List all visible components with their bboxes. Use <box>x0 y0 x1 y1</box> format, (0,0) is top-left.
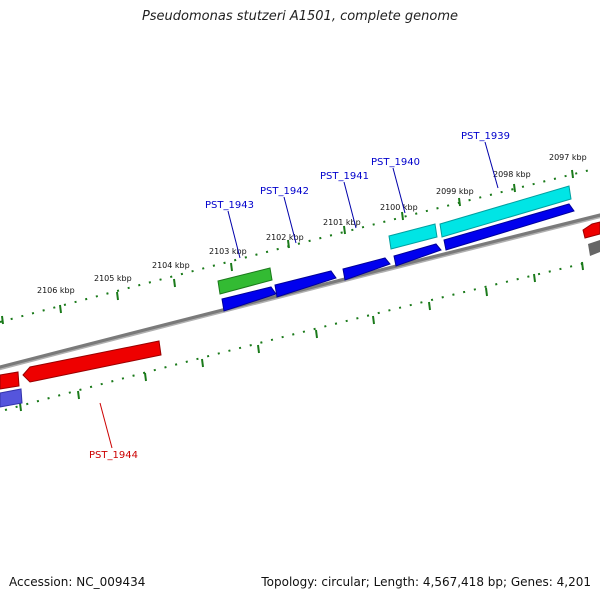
tick-label-2101: 2101 kbp <box>323 218 361 227</box>
gene-arrow-pst-1941[interactable] <box>342 257 391 281</box>
cyan-feature-small[interactable] <box>388 223 438 250</box>
tick-label-2104: 2104 kbp <box>152 261 190 270</box>
tick-label-2106: 2106 kbp <box>37 286 75 295</box>
gene-leader-lines <box>99 141 499 449</box>
gene-arrow-pst-1944[interactable] <box>22 340 162 383</box>
inner-major-ticks <box>19 261 584 412</box>
gene-arrow-edge-right <box>588 240 600 256</box>
tick-label-2098: 2098 kbp <box>493 170 531 179</box>
gene-label-pst-1941[interactable]: PST_1941 <box>320 171 369 182</box>
genome-backbone <box>0 213 600 370</box>
tick-label-2105: 2105 kbp <box>94 274 132 283</box>
tick-label-2097: 2097 kbp <box>549 153 587 162</box>
green-feature[interactable] <box>217 267 273 295</box>
gene-arrow-edge-right-red <box>582 221 600 239</box>
gene-arrow-pst-1942[interactable] <box>274 270 337 298</box>
outer-major-ticks <box>1 169 574 325</box>
gene-arrow-pst-1939[interactable] <box>443 203 575 251</box>
gene-arrow-pst-1940[interactable] <box>393 243 442 267</box>
gene-label-pst-1940[interactable]: PST_1940 <box>371 157 420 168</box>
tick-label-2103: 2103 kbp <box>209 247 247 256</box>
tick-label-2102: 2102 kbp <box>266 233 304 242</box>
reverse-cds-features <box>0 221 600 408</box>
gene-label-pst-1944[interactable]: PST_1944 <box>89 450 138 461</box>
gene-arrow-edge-left-red <box>0 371 20 390</box>
gene-label-pst-1939[interactable]: PST_1939 <box>461 131 510 142</box>
gene-label-pst-1942[interactable]: PST_1942 <box>260 186 309 197</box>
gene-arrow-edge-left-purple <box>0 388 23 408</box>
cyan-feature-large[interactable] <box>439 185 572 238</box>
gene-arrow-pst-1943[interactable] <box>221 286 277 312</box>
gene-label-pst-1943[interactable]: PST_1943 <box>205 200 254 211</box>
outer-features <box>217 185 572 295</box>
accession-text: Accession: NC_009434 <box>9 575 146 589</box>
map-title: Pseudomonas stutzeri A1501, complete gen… <box>141 9 459 24</box>
tick-label-2099: 2099 kbp <box>436 187 474 196</box>
topology-text: Topology: circular; Length: 4,567,418 bp… <box>261 575 591 589</box>
forward-cds-features <box>221 203 600 312</box>
tick-label-2100: 2100 kbp <box>380 203 418 212</box>
